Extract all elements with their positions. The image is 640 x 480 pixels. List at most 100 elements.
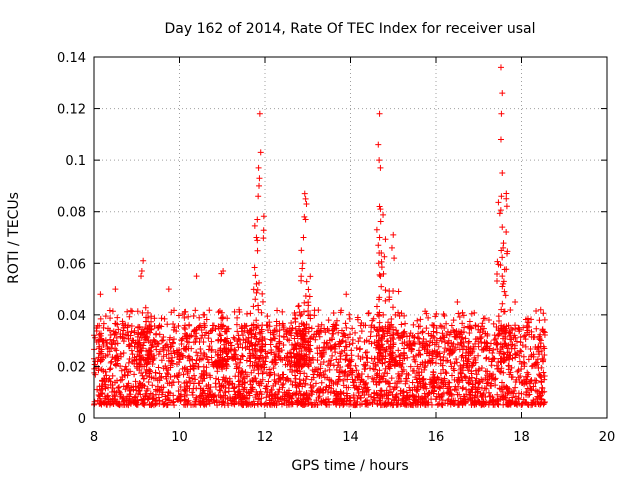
data-point — [426, 349, 433, 356]
data-point — [533, 396, 540, 403]
data-point — [280, 380, 287, 387]
data-point — [309, 401, 316, 408]
data-point — [528, 363, 535, 370]
data-point — [165, 367, 172, 374]
data-point — [394, 380, 401, 387]
data-point — [437, 335, 444, 342]
data-point — [234, 314, 241, 321]
data-point — [212, 375, 219, 382]
data-point — [302, 381, 309, 388]
data-point — [98, 350, 105, 357]
data-point — [541, 329, 548, 336]
data-point — [92, 334, 99, 341]
data-point — [203, 329, 210, 336]
data-point — [378, 373, 385, 380]
data-point — [251, 333, 258, 340]
data-point — [476, 379, 483, 386]
data-point — [255, 164, 262, 171]
data-point — [154, 383, 161, 390]
data-point — [373, 303, 380, 310]
data-point — [423, 348, 430, 355]
data-point — [456, 377, 463, 384]
data-point — [190, 401, 197, 408]
data-point — [476, 399, 483, 406]
data-point — [212, 325, 219, 332]
data-point — [216, 331, 223, 338]
data-point — [121, 397, 128, 404]
data-point — [333, 366, 340, 373]
data-point — [217, 337, 224, 344]
data-point — [301, 190, 308, 197]
data-point — [338, 327, 345, 334]
data-point — [496, 331, 503, 338]
data-point — [291, 335, 298, 342]
data-point — [117, 363, 124, 370]
data-point — [197, 350, 204, 357]
data-point — [327, 357, 334, 364]
data-point — [534, 388, 541, 395]
data-point — [126, 395, 133, 402]
data-point — [376, 294, 383, 301]
data-point — [524, 322, 531, 329]
data-point — [189, 389, 196, 396]
data-point — [509, 374, 516, 381]
data-point — [309, 388, 316, 395]
data-point — [401, 401, 408, 408]
data-point — [485, 316, 492, 323]
data-point — [170, 321, 177, 328]
x-axis-label: GPS time / hours — [291, 458, 408, 474]
data-point — [222, 384, 229, 391]
data-point — [144, 309, 151, 316]
data-point — [212, 384, 219, 391]
data-point — [104, 392, 111, 399]
data-point — [407, 363, 414, 370]
data-point — [405, 371, 412, 378]
x-tick-label: 10 — [171, 430, 188, 445]
data-point — [499, 254, 506, 261]
data-point — [202, 400, 209, 407]
data-point — [268, 349, 275, 356]
data-point — [520, 353, 527, 360]
data-point — [193, 394, 200, 401]
data-point — [255, 322, 262, 329]
data-point — [523, 380, 530, 387]
data-point — [468, 397, 475, 404]
data-point — [120, 327, 127, 334]
data-point — [428, 401, 435, 408]
data-point — [293, 384, 300, 391]
data-point — [438, 338, 445, 345]
data-point — [305, 302, 312, 309]
data-point — [338, 348, 345, 355]
data-point — [451, 347, 458, 354]
data-point — [301, 213, 308, 220]
data-point — [475, 343, 482, 350]
data-point — [483, 354, 490, 361]
data-point — [356, 335, 363, 342]
data-point — [447, 387, 454, 394]
data-point — [148, 344, 155, 351]
data-point — [363, 337, 370, 344]
data-point — [363, 388, 370, 395]
data-point — [437, 370, 444, 377]
data-point — [263, 394, 270, 401]
y-tick-label: 0.06 — [57, 257, 86, 272]
data-point — [295, 303, 302, 310]
data-point — [342, 343, 349, 350]
data-point — [501, 357, 508, 364]
data-point — [262, 341, 269, 348]
data-point — [462, 335, 469, 342]
data-point — [267, 341, 274, 348]
data-point — [414, 363, 421, 370]
data-point — [186, 385, 193, 392]
data-point — [276, 320, 283, 327]
data-point — [449, 399, 456, 406]
data-point — [272, 357, 279, 364]
data-point — [370, 315, 377, 322]
y-tick-label: 0.02 — [57, 360, 86, 375]
data-point — [390, 396, 397, 403]
data-point — [258, 346, 265, 353]
data-point — [149, 400, 156, 407]
data-point — [489, 396, 496, 403]
data-point — [100, 342, 107, 349]
data-points — [91, 64, 548, 409]
